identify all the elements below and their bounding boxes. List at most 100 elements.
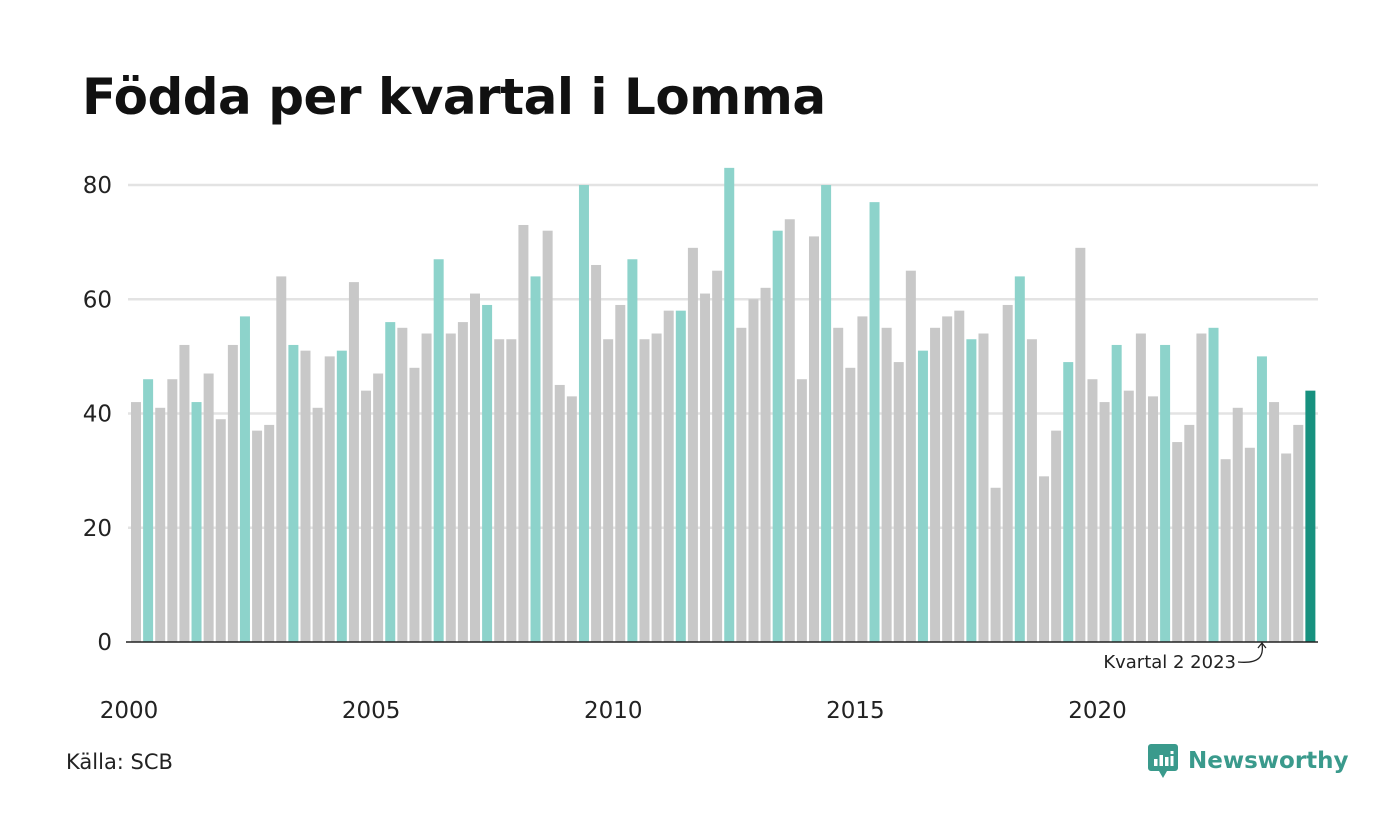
x-tick-label: 2005 — [342, 698, 401, 724]
bar — [518, 224, 529, 643]
bar — [990, 487, 1001, 642]
bar — [1220, 459, 1231, 642]
bar — [1063, 362, 1074, 642]
annotation-arrow — [1237, 641, 1267, 663]
x-axis: 2000 2005 2010 2015 2020 — [100, 641, 1318, 724]
bar — [361, 390, 372, 642]
source-label: Källa: SCB — [66, 750, 173, 774]
bar — [796, 379, 807, 642]
bar — [845, 367, 856, 642]
bar — [131, 402, 141, 642]
bar — [457, 322, 468, 642]
bar — [203, 373, 214, 642]
y-tick-label: 80 — [83, 173, 112, 199]
bar — [252, 430, 263, 642]
newsworthy-logo-icon — [1148, 744, 1178, 778]
y-tick-label: 20 — [83, 516, 112, 542]
bar — [143, 379, 154, 642]
bar — [1002, 304, 1013, 642]
bar — [421, 333, 432, 642]
bar — [1026, 339, 1037, 642]
bar — [1014, 276, 1025, 642]
bar — [1172, 442, 1183, 642]
bar — [675, 310, 686, 642]
bar — [724, 167, 735, 643]
chart-title: Födda per kvartal i Lomma — [82, 68, 826, 126]
bar — [1039, 476, 1050, 642]
bar — [1087, 379, 1098, 642]
bar — [179, 344, 190, 642]
bar — [1135, 333, 1146, 642]
bar — [276, 276, 287, 642]
bar — [772, 230, 783, 642]
bar — [627, 259, 638, 642]
bar — [1256, 356, 1267, 643]
bar — [663, 310, 674, 642]
bar — [1232, 407, 1243, 642]
bar — [445, 333, 456, 642]
y-axis: 0 20 40 60 80 — [83, 173, 112, 656]
bar — [397, 327, 408, 642]
bar — [1147, 396, 1158, 642]
bar — [881, 327, 892, 642]
bar — [264, 424, 275, 642]
bar — [530, 276, 541, 642]
bar — [942, 316, 953, 642]
bar — [833, 327, 844, 642]
bar — [748, 299, 759, 642]
bar — [893, 362, 904, 642]
bar — [482, 304, 493, 642]
bar — [542, 230, 553, 642]
bar — [1305, 390, 1316, 642]
bar — [312, 407, 323, 642]
bar — [639, 339, 650, 642]
bar — [409, 367, 420, 642]
y-tick-label: 60 — [83, 287, 112, 313]
bar — [239, 316, 250, 642]
brand-logo: Newsworthy — [1148, 744, 1349, 778]
bar — [978, 333, 989, 642]
bar — [821, 185, 832, 642]
x-tick-label: 2010 — [584, 698, 643, 724]
bar — [348, 282, 359, 642]
bar — [1160, 344, 1171, 642]
bar — [736, 327, 747, 642]
bar — [554, 384, 565, 642]
annotation-label: Kvartal 2 2023 — [1103, 652, 1236, 673]
bar — [227, 344, 238, 642]
y-tick-label: 0 — [97, 630, 112, 656]
bar — [191, 402, 202, 642]
bar — [373, 373, 384, 642]
bar — [578, 185, 589, 642]
bar — [760, 287, 771, 642]
bar — [1051, 430, 1062, 642]
bar — [1269, 402, 1280, 642]
bar — [1208, 327, 1219, 642]
bar — [905, 270, 916, 642]
y-tick-label: 40 — [83, 402, 112, 428]
bar — [324, 356, 335, 643]
bar — [1281, 453, 1292, 642]
bar — [651, 333, 662, 642]
bar — [954, 310, 965, 642]
bar — [615, 304, 626, 642]
bar — [1196, 333, 1207, 642]
bar — [869, 202, 880, 642]
bar — [1293, 424, 1304, 642]
bar — [470, 293, 480, 642]
bar — [506, 339, 517, 642]
bar — [1099, 402, 1110, 642]
bar — [1075, 247, 1086, 642]
x-tick-label: 2015 — [826, 698, 885, 724]
brand-name: Newsworthy — [1188, 748, 1349, 774]
bar — [433, 259, 444, 642]
bar — [300, 350, 311, 642]
bar — [336, 350, 347, 642]
bar — [712, 270, 723, 642]
bar — [603, 339, 614, 642]
bar — [687, 247, 698, 642]
bar — [591, 264, 602, 642]
bar — [1111, 344, 1122, 642]
bar — [1184, 424, 1195, 642]
